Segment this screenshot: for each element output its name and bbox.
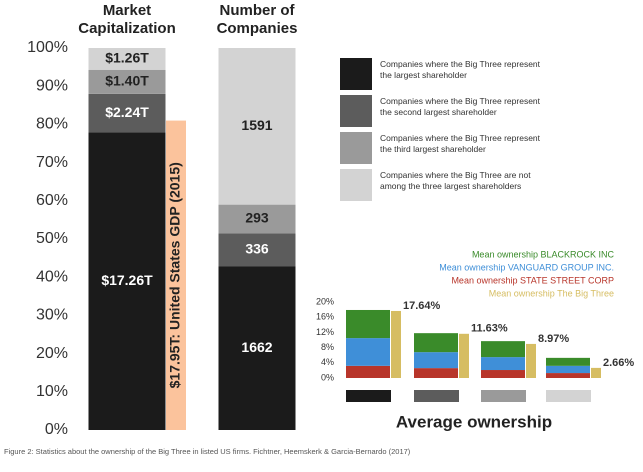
x-category-title-box: Market Capitalization (78, 2, 176, 37)
gdp-bar (166, 120, 186, 430)
legend-label: Mean ownership The Big Three (489, 288, 614, 298)
value-label: 8.97% (538, 333, 569, 345)
category-swatch (414, 390, 459, 402)
bar-segment (346, 309, 390, 339)
legend-label-box: Companies where the Big Three are not am… (380, 170, 531, 191)
y-tick-label: 100% (27, 39, 68, 56)
bar-segment (546, 365, 590, 374)
segment-label: 336 (245, 241, 269, 257)
bar-segment (218, 266, 296, 430)
legend-swatch (340, 132, 372, 164)
segment-label: 293 (245, 210, 269, 226)
y-tick-label: 20% (316, 296, 334, 306)
gdp-label: $17.95T: United States GDP (2015) (167, 162, 183, 388)
bar-segment (218, 48, 296, 205)
y-tick-label: 20% (36, 345, 68, 362)
legend-label: Mean ownership BLACKROCK INC (472, 249, 615, 259)
value-label: 17.64% (403, 300, 441, 312)
segment-label: $1.40T (105, 73, 149, 89)
y-tick-label: 0% (321, 372, 334, 382)
y-tick-label: 10% (36, 383, 68, 400)
legend-label: Companies where the Big Three are not am… (380, 170, 531, 191)
bar-segment (218, 204, 296, 234)
segment-label: 1591 (241, 117, 272, 133)
y-tick-label: 80% (36, 116, 68, 133)
y-tick-label: 0% (45, 421, 68, 438)
y-tick-label: 60% (36, 192, 68, 209)
bar-segment (88, 93, 166, 133)
legend-label-box: Companies where the Big Three represent … (380, 59, 541, 80)
legend-label: Companies where the Big Three represent … (380, 96, 541, 117)
legend-label: Companies where the Big Three represent … (380, 133, 541, 154)
bar (459, 333, 469, 378)
y-tick-label: 90% (36, 77, 68, 94)
bar-segment (346, 365, 390, 378)
value-label: 2.66% (603, 357, 634, 369)
x-category-title-box: Number of Companies (216, 2, 298, 37)
bar-segment (414, 333, 458, 353)
bar-segment (88, 48, 166, 70)
segment-label: $2.24T (105, 104, 149, 120)
bar-segment (88, 132, 166, 430)
legend-swatch (340, 58, 372, 90)
category-swatch (546, 390, 591, 402)
legend-label: Mean ownership VANGUARD GROUP INC. (439, 262, 614, 272)
y-tick-label: 8% (321, 342, 334, 352)
legend-label: Mean ownership STATE STREET CORP (451, 275, 614, 285)
y-tick-label: 50% (36, 230, 68, 247)
bar-segment (88, 69, 166, 94)
segment-label: 1662 (241, 339, 272, 355)
bar (591, 367, 601, 378)
bar-segment (346, 338, 390, 366)
bar-segment (414, 368, 458, 378)
y-tick-label: 70% (36, 154, 68, 171)
y-tick-label: 4% (321, 357, 334, 367)
segment-label: $1.26T (105, 50, 149, 66)
legend-swatch (340, 169, 372, 201)
category-swatch (481, 390, 526, 402)
legend-label: Companies where the Big Three represent … (380, 59, 541, 80)
y-tick-label: 16% (316, 312, 334, 322)
x-category-title: Number of Companies (216, 2, 298, 37)
bar (526, 343, 536, 378)
value-label: 11.63% (471, 323, 508, 335)
bar (391, 310, 401, 378)
bar-segment (414, 352, 458, 369)
caption: Figure 2: Statistics about the ownership… (4, 447, 411, 456)
bar-segment (546, 373, 590, 378)
bar-segment (546, 357, 590, 366)
y-tick-label: 12% (316, 327, 334, 337)
bar-segment (481, 341, 525, 358)
bar-segment (481, 357, 525, 371)
x-category-title: Market Capitalization (78, 2, 176, 37)
legend-label-box: Companies where the Big Three represent … (380, 96, 541, 117)
segment-label: $17.26T (101, 272, 153, 288)
y-tick-label: 40% (36, 268, 68, 285)
legend-label-box: Companies where the Big Three represent … (380, 133, 541, 154)
legend-swatch (340, 95, 372, 127)
category-swatch (346, 390, 391, 402)
y-tick-label: 30% (36, 307, 68, 324)
chart-title: Average ownership (396, 412, 552, 431)
bar-segment (481, 370, 525, 378)
bar-segment (218, 233, 296, 267)
